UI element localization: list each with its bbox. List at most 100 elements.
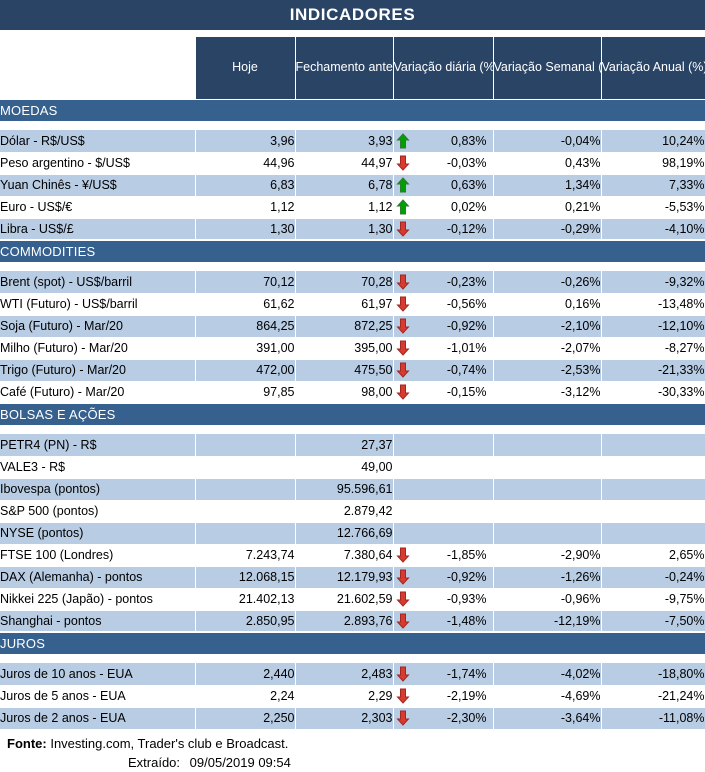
table-row[interactable]: Nikkei 225 (Japão) - pontos 21.402,13 21.6… <box>0 588 705 611</box>
row-label: WTI (Futuro) - US$/barril <box>0 293 196 316</box>
cell-variacao-diaria: -1,85% <box>393 544 494 567</box>
cell-hoje <box>195 456 296 479</box>
row-label: Ibovespa (pontos) <box>0 478 196 501</box>
cell-variacao-anual <box>601 434 705 457</box>
variacao-diaria-wrap: -1,48% <box>394 613 493 629</box>
cell-variacao-anual <box>601 522 705 545</box>
table-row[interactable]: DAX (Alemanha) - pontos 12.068,15 12.179,9… <box>0 566 705 589</box>
cell-variacao-diaria: -0,93% <box>393 588 494 611</box>
variacao-diaria-value: 0,83% <box>451 133 487 148</box>
footer: Fonte: Investing.com, Trader's club e Br… <box>0 729 705 772</box>
arrow-down-icon <box>395 666 410 682</box>
variacao-diaria-value: -0,92% <box>446 319 487 333</box>
arrow-down-icon <box>395 155 410 171</box>
table-row[interactable]: Brent (spot) - US$/barril 70,12 70,28 -0,23… <box>0 271 705 294</box>
header-row: Hoje Fechamento anterior Variação diária… <box>0 37 705 99</box>
cell-variacao-semanal: -4,02% <box>493 663 602 686</box>
variacao-diaria-value: -0,92% <box>446 570 487 584</box>
table-row[interactable]: Ibovespa (pontos) 95.596,61 <box>0 478 705 501</box>
cell-hoje: 864,25 <box>195 315 296 338</box>
column-header-variacao-anual: Variação Anual (%) <box>600 37 705 99</box>
row-label: Nikkei 225 (Japão) - pontos <box>0 588 196 611</box>
cell-variacao-semanal: -12,19% <box>493 610 602 633</box>
cell-variacao-semanal: 1,34% <box>493 174 602 197</box>
footer-extracted-value: 09/05/2019 09:54 <box>189 754 291 770</box>
cell-variacao-anual <box>601 478 705 501</box>
footer-source-label: Fonte: <box>7 735 47 751</box>
variacao-diaria-wrap: 0,02% <box>394 199 493 215</box>
cell-variacao-semanal: -1,26% <box>493 566 602 589</box>
row-label: Milho (Futuro) - Mar/20 <box>0 337 196 360</box>
table-row[interactable]: Yuan Chinês - ¥/US$ 6,83 6,78 0,63% 1,34% 7,3… <box>0 174 705 197</box>
variacao-diaria-wrap: 0,83% <box>394 133 493 149</box>
table-row[interactable]: PETR4 (PN) - R$ 27,37 <box>0 434 705 457</box>
cell-fechamento-anterior: 49,00 <box>295 456 394 479</box>
cell-variacao-semanal: -0,26% <box>493 271 602 294</box>
cell-variacao-diaria: -0,12% <box>393 218 494 241</box>
section-row: COMMODITIES <box>0 239 705 262</box>
table-row[interactable]: Soja (Futuro) - Mar/20 864,25 872,25 -0,92%… <box>0 315 705 338</box>
table-row[interactable]: Peso argentino - $/US$ 44,96 44,97 -0,03% 0,… <box>0 152 705 175</box>
section-spacer <box>0 425 705 434</box>
row-label: Brent (spot) - US$/barril <box>0 271 196 294</box>
cell-hoje: 97,85 <box>195 381 296 404</box>
table-row[interactable]: Juros de 10 anos - EUA 2,440 2,483 -1,74% -4… <box>0 663 705 686</box>
variacao-diaria-value: -0,93% <box>446 592 487 606</box>
variacao-diaria-value: -0,03% <box>446 156 487 170</box>
cell-variacao-semanal: -2,07% <box>493 337 602 360</box>
table-row[interactable]: Juros de 2 anos - EUA 2,250 2,303 -2,30% -3,… <box>0 707 705 730</box>
row-label: Peso argentino - $/US$ <box>0 152 196 175</box>
row-label: S&P 500 (pontos) <box>0 500 196 523</box>
title-spacer <box>0 30 705 37</box>
cell-variacao-diaria <box>393 456 494 479</box>
cell-variacao-semanal: 0,43% <box>493 152 602 175</box>
row-label: PETR4 (PN) - R$ <box>0 434 196 457</box>
section-title-juros: JUROS <box>0 631 705 654</box>
table-row[interactable]: Milho (Futuro) - Mar/20 391,00 395,00 -1,01… <box>0 337 705 360</box>
table-row[interactable]: WTI (Futuro) - US$/barril 61,62 61,97 -0,56… <box>0 293 705 316</box>
cell-fechamento-anterior: 1,30 <box>295 218 394 241</box>
cell-variacao-semanal <box>493 500 602 523</box>
cell-hoje: 21.402,13 <box>195 588 296 611</box>
cell-variacao-anual: -11,08% <box>601 707 705 730</box>
variacao-diaria-value: -0,56% <box>446 297 487 311</box>
cell-variacao-diaria: -0,23% <box>393 271 494 294</box>
variacao-diaria-wrap: -0,12% <box>394 221 493 237</box>
table-row[interactable]: Café (Futuro) - Mar/20 97,85 98,00 -0,15% -3… <box>0 381 705 404</box>
table-row[interactable]: FTSE 100 (Londres) 7.243,74 7.380,64 -1,85%… <box>0 544 705 567</box>
table-row[interactable]: Juros de 5 anos - EUA 2,24 2,29 -2,19% -4,69… <box>0 685 705 708</box>
cell-hoje <box>195 478 296 501</box>
row-label: Dólar - R$/US$ <box>0 130 196 153</box>
table-row[interactable]: S&P 500 (pontos) 2.879,42 <box>0 500 705 523</box>
cell-variacao-semanal: -0,29% <box>493 218 602 241</box>
row-label: FTSE 100 (Londres) <box>0 544 196 567</box>
table-row[interactable]: Shanghai - pontos 2.850,95 2.893,76 -1,48% -… <box>0 610 705 633</box>
table-row[interactable]: Trigo (Futuro) - Mar/20 472,00 475,50 -0,74… <box>0 359 705 382</box>
variacao-diaria-value: -0,23% <box>446 274 487 289</box>
cell-variacao-semanal: 0,16% <box>493 293 602 316</box>
footer-source: Fonte: Investing.com, Trader's club e Br… <box>0 734 705 753</box>
variacao-diaria-wrap: -2,19% <box>394 688 493 704</box>
variacao-diaria-wrap: -1,74% <box>394 666 493 682</box>
table-row[interactable]: Euro - US$/€ 1,12 1,12 0,02% 0,21% -5,53% <box>0 196 705 219</box>
cell-variacao-diaria: -2,19% <box>393 685 494 708</box>
cell-variacao-diaria <box>393 478 494 501</box>
page-title: INDICADORES <box>0 0 705 30</box>
arrow-down-icon <box>395 318 410 334</box>
cell-variacao-anual: -12,10% <box>601 315 705 338</box>
cell-fechamento-anterior: 2.879,42 <box>295 500 394 523</box>
table-row[interactable]: Libra - US$/£ 1,30 1,30 -0,12% -0,29% -4,10% <box>0 218 705 241</box>
cell-variacao-diaria: 0,83% <box>393 130 494 153</box>
variacao-diaria-wrap: -2,30% <box>394 710 493 726</box>
cell-variacao-anual: -30,33% <box>601 381 705 404</box>
table-row[interactable]: VALE3 - R$ 49,00 <box>0 456 705 479</box>
variacao-diaria-wrap: -0,23% <box>394 274 493 290</box>
table-row[interactable]: NYSE (pontos) 12.766,69 <box>0 522 705 545</box>
indicators-table: Hoje Fechamento anterior Variação diária… <box>0 37 705 730</box>
page-title-text: INDICADORES <box>289 5 416 24</box>
cell-variacao-semanal <box>493 456 602 479</box>
table-row[interactable]: Dólar - R$/US$ 3,96 3,93 0,83% -0,04% 10,24% <box>0 130 705 153</box>
cell-hoje: 12.068,15 <box>195 566 296 589</box>
row-label: Libra - US$/£ <box>0 218 196 241</box>
cell-variacao-anual: -13,48% <box>601 293 705 316</box>
